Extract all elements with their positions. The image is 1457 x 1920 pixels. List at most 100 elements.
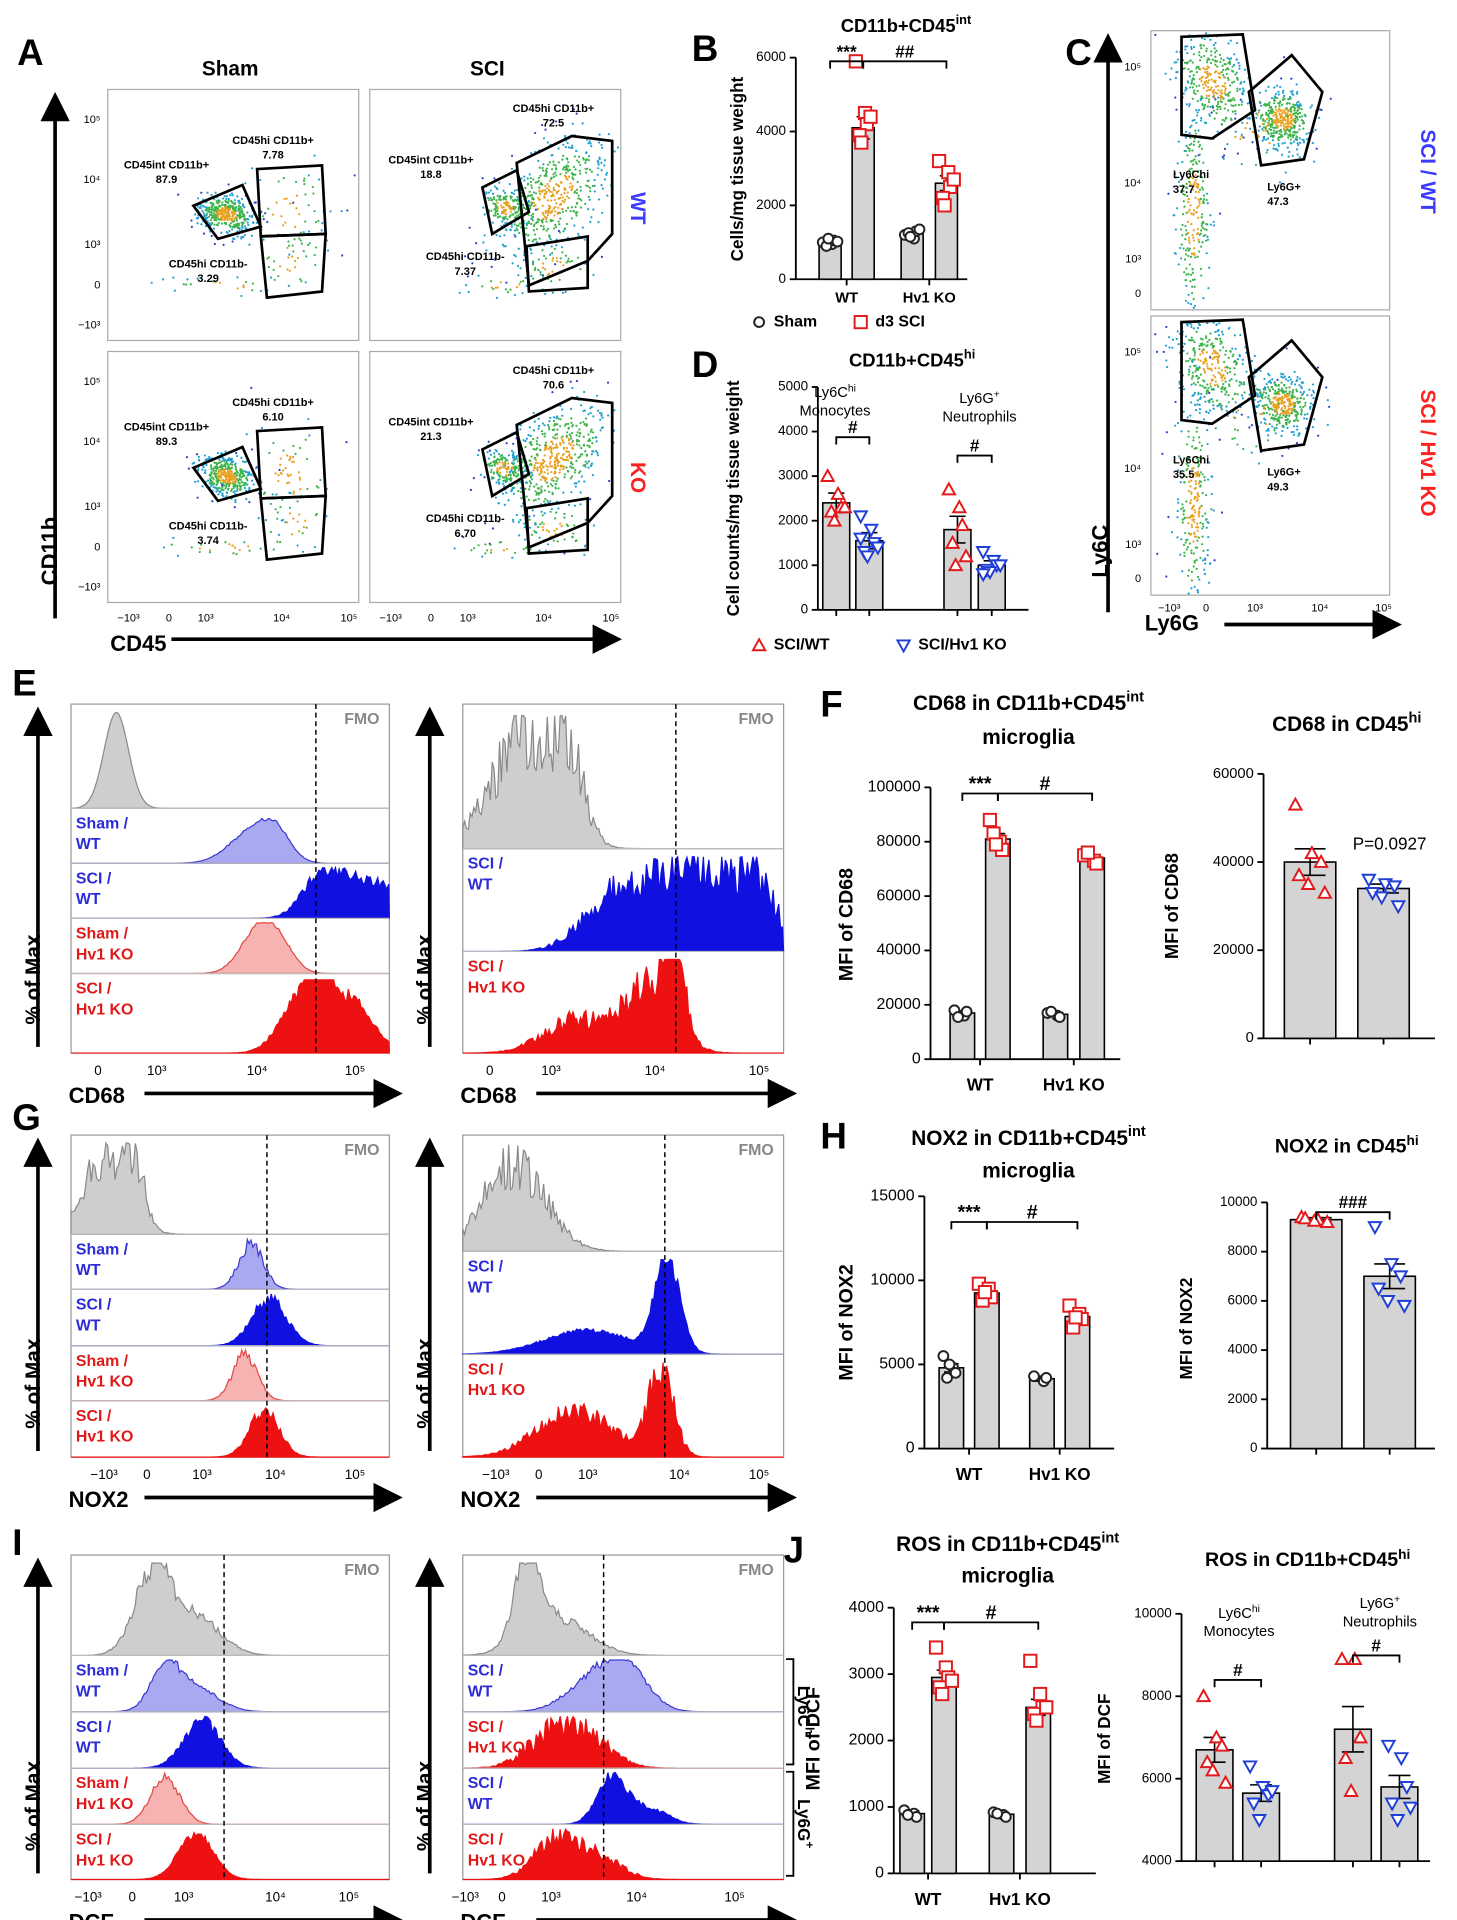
- event-dot: [1224, 87, 1227, 90]
- event-dot: [1185, 229, 1188, 232]
- event-dot: [1177, 263, 1180, 266]
- event-dot: [550, 448, 553, 452]
- event-dot: [234, 462, 237, 465]
- event-dot: [525, 227, 528, 230]
- event-dot: [232, 220, 235, 223]
- event-dot: [1190, 273, 1193, 276]
- event-dot: [548, 462, 551, 465]
- event-dot: [248, 488, 251, 491]
- event-dot: [1202, 234, 1205, 238]
- event-dot: [471, 262, 474, 265]
- column-title: Sham: [202, 57, 259, 80]
- event-dot: [1287, 134, 1290, 137]
- event-dot: [207, 215, 211, 219]
- panel-letter: I: [12, 1522, 22, 1563]
- y-tick-label: 5000: [778, 379, 808, 394]
- event-dot: [1292, 112, 1295, 116]
- gate: [1180, 318, 1257, 426]
- event-dot: [601, 416, 604, 419]
- event-dot: [1249, 127, 1252, 130]
- event-dot: [232, 210, 235, 213]
- event-dot: [531, 277, 535, 280]
- event-dot: [1193, 340, 1196, 344]
- event-dot: [212, 467, 215, 470]
- histogram-trace: [71, 1406, 390, 1458]
- event-dot: [1298, 124, 1301, 127]
- event-dot: [482, 241, 485, 244]
- event-dot: [1301, 122, 1304, 125]
- event-dot: [616, 146, 620, 149]
- track-label: SCI /: [468, 1832, 504, 1849]
- event-dot: [1279, 116, 1282, 120]
- event-dot: [565, 164, 568, 167]
- x-tick-label: −10³: [379, 612, 402, 624]
- event-dot: [1232, 97, 1235, 100]
- event-dot: [1217, 72, 1220, 75]
- event-dot: [1191, 159, 1195, 162]
- event-dot: [1185, 548, 1188, 551]
- event-dot: [1188, 75, 1191, 78]
- event-dot: [296, 544, 299, 547]
- event-dot: [577, 480, 581, 483]
- event-dot: [592, 524, 596, 527]
- event-dot: [541, 166, 544, 170]
- x-tick-label: 10³: [1247, 603, 1263, 615]
- event-dot: [1198, 347, 1201, 351]
- event-dot: [1211, 352, 1214, 355]
- event-dot: [226, 206, 230, 209]
- event-dot: [570, 421, 573, 424]
- event-dot: [1197, 129, 1200, 132]
- event-dot: [1296, 425, 1299, 428]
- event-dot: [575, 379, 579, 383]
- event-dot: [1206, 553, 1209, 557]
- event-dot: [1297, 100, 1300, 103]
- event-dot: [1217, 367, 1221, 370]
- event-dot: [1290, 396, 1293, 399]
- event-dot: [182, 283, 185, 286]
- event-dot: [1198, 51, 1201, 54]
- event-dot: [1267, 85, 1270, 89]
- event-dot: [1193, 304, 1196, 307]
- event-dot: [595, 436, 598, 439]
- event-dot: [568, 260, 571, 263]
- event-dot: [227, 464, 230, 467]
- event-dot: [1285, 347, 1288, 350]
- event-dot: [516, 482, 519, 485]
- event-dot: [268, 451, 271, 455]
- event-dot: [492, 202, 495, 205]
- event-dot: [538, 166, 541, 169]
- event-dot: [1195, 67, 1198, 70]
- event-dot: [495, 459, 498, 462]
- event-dot: [519, 226, 523, 229]
- event-dot: [1285, 410, 1288, 414]
- event-dot: [1266, 137, 1270, 140]
- x-tick-label: 10³: [147, 1063, 167, 1078]
- event-dot: [579, 404, 583, 407]
- event-dot: [246, 474, 249, 477]
- event-dot: [515, 474, 518, 478]
- event-dot: [1302, 119, 1305, 123]
- event-dot: [232, 474, 236, 477]
- event-dot: [551, 391, 554, 394]
- event-dot: [517, 213, 520, 216]
- track-label: Sham /: [76, 1353, 129, 1370]
- event-dot: [501, 458, 504, 461]
- event-dot: [1217, 334, 1221, 337]
- event-dot: [1241, 121, 1244, 125]
- event-dot: [515, 224, 518, 227]
- event-dot: [1278, 389, 1281, 392]
- event-dot: [509, 228, 512, 231]
- event-dot: [1188, 239, 1191, 242]
- event-dot: [1288, 98, 1291, 101]
- event-dot: [254, 201, 257, 204]
- event-dot: [203, 215, 206, 218]
- event-dot: [558, 211, 562, 215]
- event-dot: [345, 440, 348, 444]
- event-dot: [228, 217, 231, 220]
- event-dot: [1189, 502, 1192, 505]
- event-dot: [1189, 171, 1192, 175]
- data-point: [863, 109, 878, 124]
- event-dot: [549, 177, 553, 180]
- event-dot: [542, 163, 545, 166]
